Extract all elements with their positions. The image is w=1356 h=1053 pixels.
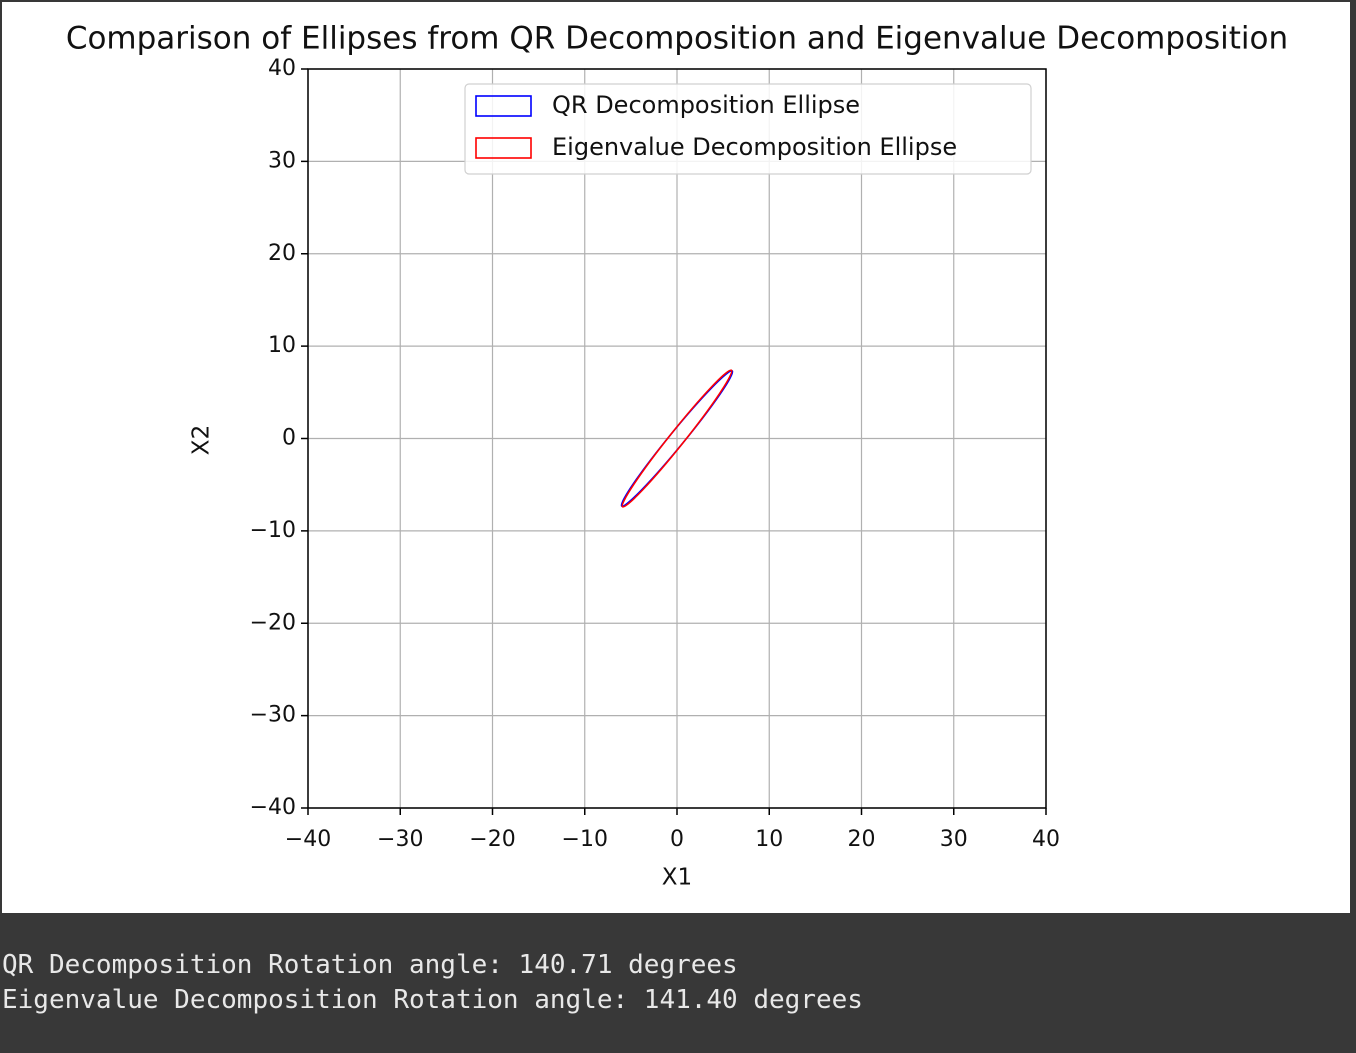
x-tick-label: 20 (848, 827, 876, 852)
x-tick-label: 10 (755, 827, 783, 852)
x-tick-label: 40 (1032, 827, 1060, 852)
y-tick-label: −40 (250, 795, 296, 820)
y-tick-label: 0 (282, 426, 296, 451)
y-tick-label: −10 (250, 518, 296, 543)
legend-swatch (475, 95, 532, 117)
chart-title: Comparison of Ellipses from QR Decomposi… (66, 21, 1288, 57)
y-tick-label: −20 (250, 610, 296, 635)
legend-swatch (475, 137, 532, 159)
x-tick-label: 30 (940, 827, 968, 852)
chart: Comparison of Ellipses from QR Decomposi… (66, 21, 1288, 891)
output-line: Eigenvalue Decomposition Rotation angle:… (2, 985, 863, 1015)
y-tick-label: 40 (268, 56, 296, 81)
ellipse (621, 369, 733, 508)
x-tick-label: −10 (562, 827, 608, 852)
output-text: QR Decomposition Rotation angle: 140.71 … (2, 913, 863, 1053)
legend-label: Eigenvalue Decomposition Ellipse (552, 133, 957, 161)
x-axis-label: X1 (662, 865, 692, 891)
legend-box (464, 83, 1032, 175)
legend-label: QR Decomposition Ellipse (552, 91, 860, 119)
x-tick-label: −20 (469, 827, 515, 852)
y-tick-label: 30 (268, 148, 296, 173)
y-tick-label: 20 (268, 241, 296, 266)
x-tick-label: 0 (670, 827, 684, 852)
x-tick-label: −30 (377, 827, 423, 852)
y-tick-label: −30 (250, 703, 296, 728)
y-axis-label: X2 (189, 425, 215, 455)
y-tick-label: 10 (268, 333, 296, 358)
output-line: QR Decomposition Rotation angle: 140.71 … (2, 950, 738, 980)
plot-frame (307, 68, 1047, 809)
x-tick-label: −40 (285, 827, 331, 852)
page: Comparison of Ellipses from QR Decomposi… (2, 2, 1350, 1015)
